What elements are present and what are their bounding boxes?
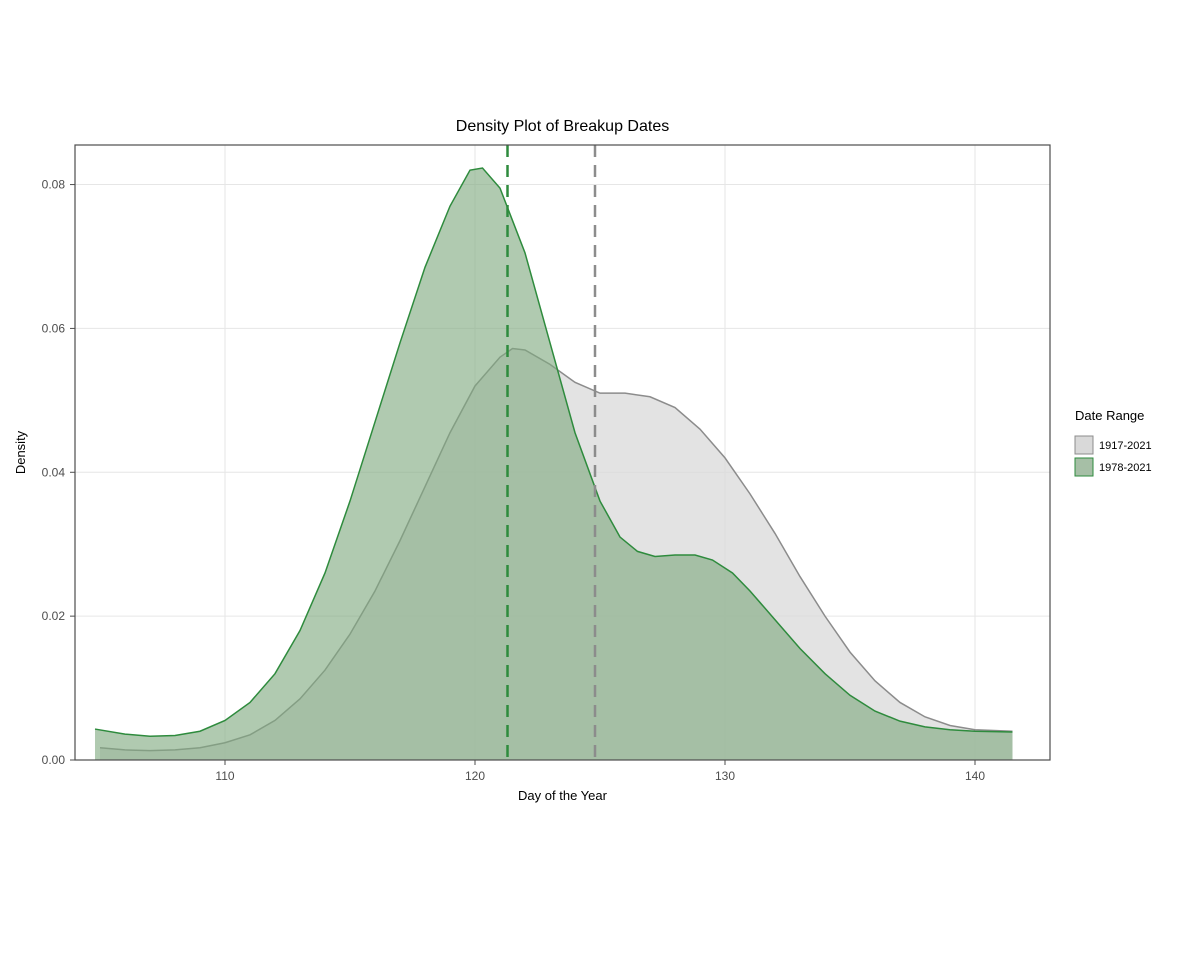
chart-title: Density Plot of Breakup Dates — [456, 118, 669, 135]
x-tick-label: 120 — [465, 769, 485, 783]
y-tick-label: 0.02 — [42, 609, 66, 623]
legend-swatch-0 — [1075, 436, 1093, 454]
x-axis-label: Day of the Year — [518, 788, 608, 803]
y-axis-label: Density — [13, 430, 28, 474]
legend-swatch-1 — [1075, 458, 1093, 476]
legend-label-1: 1978-2021 — [1099, 462, 1152, 474]
chart-svg: 110 120 130 140 0.00 0.02 0.04 0.06 0.08 Day of t… — [0, 0, 1200, 960]
y-tick-label: 0.08 — [42, 178, 66, 192]
legend-title: Date Range — [1075, 408, 1144, 423]
x-tick-label: 130 — [715, 769, 735, 783]
legend-label-0: 1917-2021 — [1099, 440, 1152, 452]
y-tick-label: 0.06 — [42, 321, 66, 335]
density-chart: 110 120 130 140 0.00 0.02 0.04 0.06 0.08 Day of t… — [0, 0, 1200, 965]
x-tick-label: 140 — [965, 769, 985, 783]
y-tick-label: 0.00 — [42, 753, 66, 767]
y-tick-label: 0.04 — [42, 465, 66, 479]
x-tick-label: 110 — [215, 769, 234, 783]
